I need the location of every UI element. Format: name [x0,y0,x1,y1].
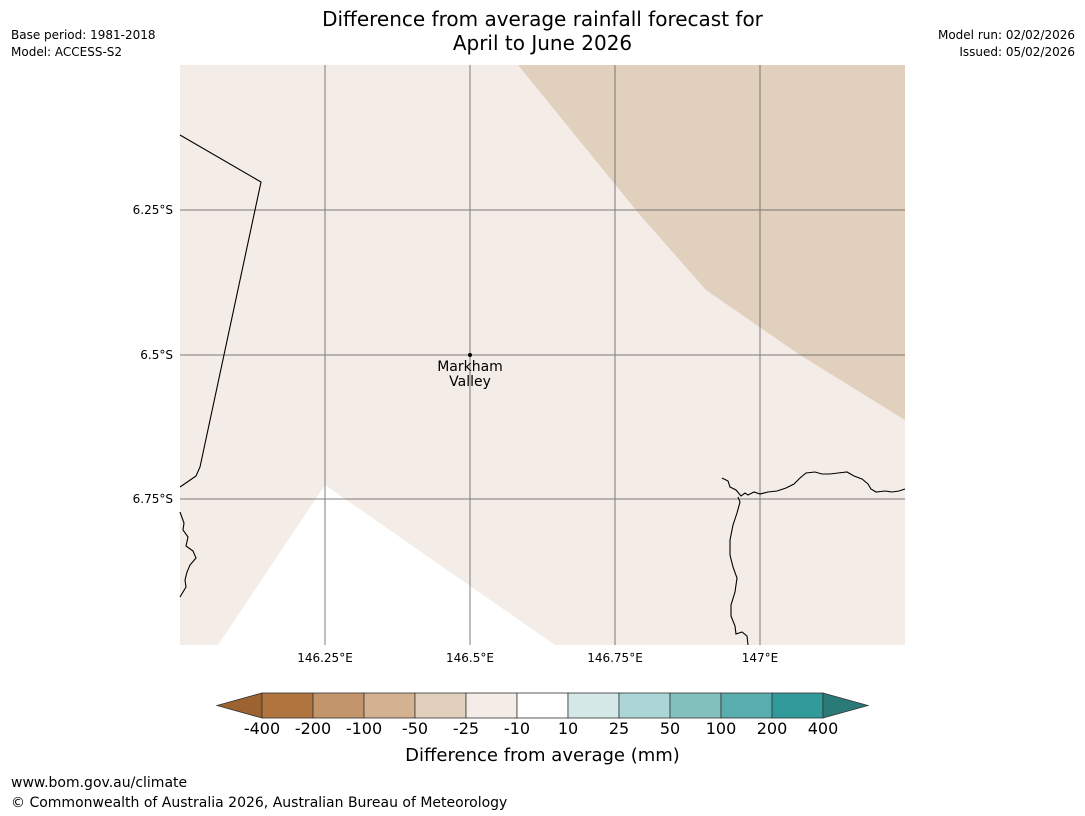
colorbar-tick-label: -10 [503,719,531,738]
colorbar-tick-label: -25 [452,719,480,738]
lon-label-146-5: 146.5°E [446,651,494,665]
coastline-left [179,511,197,598]
meta-left: Base period: 1981-2018 Model: ACCESS-S2 [11,27,156,61]
coastlines-and-borders [179,134,906,646]
footer-url: www.bom.gov.au/climate [11,775,188,791]
map-title-line1: Difference from average rainfall forecas… [322,7,763,31]
colorbar-tick-label: 400 [807,719,839,738]
colorbar-tick-label: -100 [345,719,383,738]
colorbar [215,692,870,719]
border-line [179,134,262,488]
map-title-line2: April to June 2026 [452,31,633,55]
colorbar-segment [363,692,416,719]
footer-copyright: © Commonwealth of Australia 2026, Austra… [11,795,508,811]
map-title: Difference from average rainfall forecas… [0,7,1085,55]
colorbar-segment [312,692,365,719]
colorbar-tick-label: 200 [756,719,788,738]
lon-label-146-25: 146.25°E [297,651,353,665]
colorbar-segment [414,692,467,719]
colorbar-tick-label: -400 [243,719,281,738]
model-text: Model: ACCESS-S2 [11,45,123,59]
colorbar-segment [720,692,773,719]
place-label-line2: Valley [449,374,491,390]
colorbar-segment [669,692,722,719]
colorbar-tick-label: 100 [705,719,737,738]
coastline-river [729,496,749,646]
region-minus10-plus10 [218,485,555,645]
colorbar-segment [261,692,314,719]
graticule [180,65,905,645]
colorbar-extend-low [215,692,263,719]
place-label-line1: Markham [437,359,503,375]
colorbar-tick-label: 10 [557,719,579,738]
colorbar-segment [618,692,671,719]
lat-label-6-75: 6.75°S [132,492,173,506]
colorbar-extend-high [822,692,870,719]
colorbar-segment [516,692,569,719]
lon-label-146-75: 146.75°E [587,651,643,665]
lat-label-6-5: 6.5°S [140,348,173,362]
colorbar-tick-label: 50 [659,719,681,738]
colorbar-tick-label: -200 [294,719,332,738]
colorbar-segment [567,692,620,719]
lat-label-6-25: 6.25°S [132,203,173,217]
base-period-text: Base period: 1981-2018 [11,28,156,42]
colorbar-tick-label: -50 [401,719,429,738]
colorbar-segment [771,692,824,719]
lon-label-147: 147°E [741,651,779,665]
place-marker [468,353,472,357]
colorbar-title: Difference from average (mm) [405,745,680,766]
coastline-right [721,471,906,497]
place-label: Markham Valley [420,360,520,390]
meta-right: Model run: 02/02/2026 Issued: 05/02/2026 [938,27,1075,61]
issued-text: Issued: 05/02/2026 [959,45,1075,59]
model-run-text: Model run: 02/02/2026 [937,28,1075,42]
colorbar-segment [465,692,518,719]
colorbar-tick-label: 25 [608,719,630,738]
